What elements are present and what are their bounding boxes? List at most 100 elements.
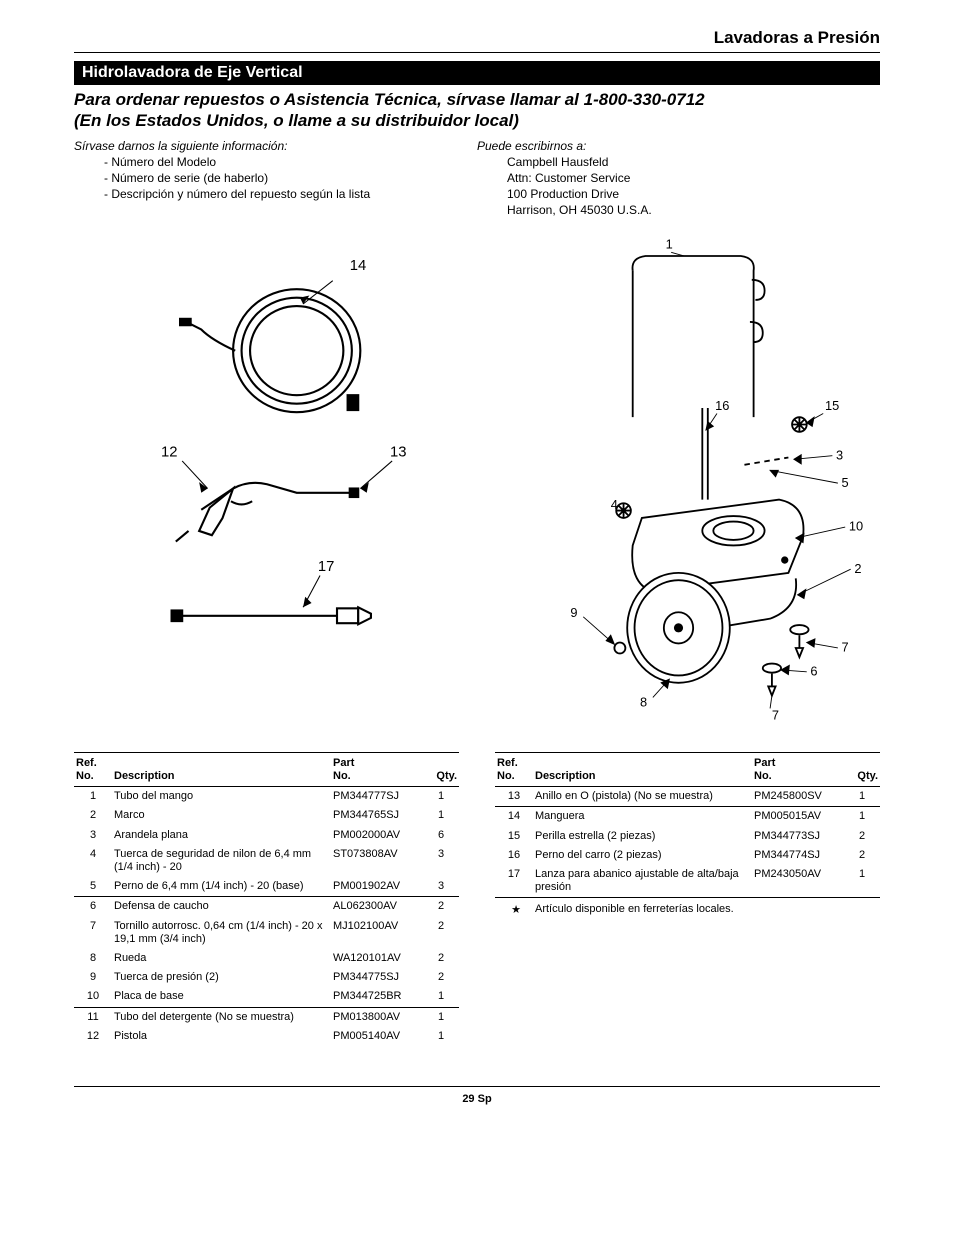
- ordering-line-1: Para ordenar repuestos o Asistencia Técn…: [74, 89, 880, 110]
- callout-8-label: 8: [640, 695, 647, 710]
- cell-ref: 5: [74, 877, 112, 897]
- info-right-item: Campbell Hausfeld: [507, 154, 880, 170]
- cell-ref: 14: [495, 807, 533, 827]
- cell-desc: Placa de base: [112, 987, 331, 1007]
- cell-ref: 16: [495, 846, 533, 865]
- cell-desc: Tuerca de seguridad de nilon de 6,4 mm (…: [112, 845, 331, 877]
- table-row: 6Defensa de cauchoAL062300AV2: [74, 897, 459, 917]
- cell-part: PM013800AV: [331, 1007, 423, 1027]
- cell-ref: 11: [74, 1007, 112, 1027]
- cell-ref: 3: [74, 826, 112, 845]
- footnote: ★ Artículo disponible en ferreterías loc…: [495, 898, 880, 920]
- info-right-column: Puede escribirnos a: Campbell Hausfeld A…: [477, 138, 880, 219]
- section-title-bar: Hidrolavadora de Eje Vertical: [74, 61, 880, 85]
- cell-qty: 1: [844, 865, 880, 898]
- footer-rule: [74, 1086, 880, 1087]
- info-left-item: - Descripción y número del repuesto segú…: [104, 186, 477, 202]
- info-columns: Sírvase darnos la siguiente información:…: [74, 138, 880, 219]
- cell-ref: 13: [495, 787, 533, 807]
- info-right-item: 100 Production Drive: [507, 186, 880, 202]
- cell-part: MJ102100AV: [331, 917, 423, 949]
- cell-desc: Pistola: [112, 1027, 331, 1046]
- callout-7-label: 7: [842, 640, 849, 655]
- table-row: 5Perno de 6,4 mm (1/4 inch) - 20 (base)P…: [74, 877, 459, 897]
- callout-13-label: 13: [390, 445, 407, 461]
- cell-desc: Manguera: [533, 807, 752, 827]
- callout-17-label: 17: [318, 560, 335, 576]
- info-right-lead: Puede escribirnos a:: [477, 138, 880, 154]
- cell-ref: 12: [74, 1027, 112, 1046]
- info-left-lead: Sírvase darnos la siguiente información:: [74, 138, 477, 154]
- cell-ref: 2: [74, 806, 112, 825]
- footnote-text: Artículo disponible en ferreterías local…: [535, 903, 734, 916]
- cell-ref: 10: [74, 987, 112, 1007]
- diagram-cart: 1 16 15 3 5 4: [477, 234, 880, 732]
- info-left-column: Sírvase darnos la siguiente información:…: [74, 138, 477, 219]
- callout-12-label: 12: [161, 445, 178, 461]
- parts-table-left: Ref. No. Description Part No. Qty. 1Tubo…: [74, 752, 459, 1046]
- ordering-line-2: (En los Estados Unidos, o llame a su dis…: [74, 110, 880, 131]
- manual-page: Lavadoras a Presión Hidrolavadora de Eje…: [0, 0, 954, 1235]
- cell-part: PM245800SV: [752, 787, 844, 807]
- cell-part: PM001902AV: [331, 877, 423, 897]
- cell-desc: Perilla estrella (2 piezas): [533, 827, 752, 846]
- parts-table-right: Ref. No. Description Part No. Qty. 13Ani…: [495, 752, 880, 898]
- table-row: 12PistolaPM005140AV1: [74, 1027, 459, 1046]
- parts-table-right-wrap: Ref. No. Description Part No. Qty. 13Ani…: [495, 752, 880, 1046]
- cell-qty: 1: [844, 807, 880, 827]
- cell-part: PM002000AV: [331, 826, 423, 845]
- cell-desc: Lanza para abanico ajustable de alta/baj…: [533, 865, 752, 898]
- cell-ref: 9: [74, 968, 112, 987]
- cell-part: AL062300AV: [331, 897, 423, 917]
- cell-part: PM243050AV: [752, 865, 844, 898]
- table-row: 11Tubo del detergente (No se muestra)PM0…: [74, 1007, 459, 1027]
- th-desc: Description: [533, 753, 752, 787]
- cell-part: ST073808AV: [331, 845, 423, 877]
- cell-ref: 17: [495, 865, 533, 898]
- table-row: 4Tuerca de seguridad de nilon de 6,4 mm …: [74, 845, 459, 877]
- cell-desc: Tubo del mango: [112, 787, 331, 807]
- cell-qty: 2: [423, 968, 459, 987]
- th-qty: Qty.: [423, 753, 459, 787]
- table-row: 10Placa de basePM344725BR1: [74, 987, 459, 1007]
- cell-ref: 7: [74, 917, 112, 949]
- table-row: 15Perilla estrella (2 piezas)PM344773SJ2: [495, 827, 880, 846]
- th-ref: Ref. No.: [74, 753, 112, 787]
- cell-ref: 1: [74, 787, 112, 807]
- info-right-item: Harrison, OH 45030 U.S.A.: [507, 202, 880, 218]
- parts-tables: Ref. No. Description Part No. Qty. 1Tubo…: [74, 752, 880, 1046]
- table-row: 7Tornillo autorrosc. 0,64 cm (1/4 inch) …: [74, 917, 459, 949]
- cell-qty: 1: [844, 787, 880, 807]
- cell-qty: 6: [423, 826, 459, 845]
- ordering-instructions: Para ordenar repuestos o Asistencia Técn…: [74, 89, 880, 132]
- th-qty: Qty.: [844, 753, 880, 787]
- cell-part: PM005015AV: [752, 807, 844, 827]
- callout-3-label: 3: [836, 448, 843, 463]
- cell-ref: 15: [495, 827, 533, 846]
- cart-svg: 1 16 15 3 5 4: [477, 234, 880, 729]
- cell-qty: 3: [423, 845, 459, 877]
- cell-desc: Marco: [112, 806, 331, 825]
- cell-qty: 1: [423, 1007, 459, 1027]
- info-left-item: - Número de serie (de haberlo): [104, 170, 477, 186]
- cell-part: PM344777SJ: [331, 787, 423, 807]
- header-rule: [74, 52, 880, 53]
- table-row: 16Perno del carro (2 piezas)PM344774SJ2: [495, 846, 880, 865]
- table-row: 2MarcoPM344765SJ1: [74, 806, 459, 825]
- cell-qty: 2: [423, 949, 459, 968]
- cell-desc: Tuerca de presión (2): [112, 968, 331, 987]
- accessories-svg: 14 12 13: [74, 234, 477, 648]
- table-row: 1Tubo del mangoPM344777SJ1: [74, 787, 459, 807]
- cell-qty: 1: [423, 787, 459, 807]
- callout-15-label: 15: [825, 398, 839, 413]
- cell-part: WA120101AV: [331, 949, 423, 968]
- cell-qty: 2: [423, 897, 459, 917]
- cell-part: PM005140AV: [331, 1027, 423, 1046]
- cell-qty: 1: [423, 806, 459, 825]
- cell-qty: 2: [844, 827, 880, 846]
- cell-part: PM344774SJ: [752, 846, 844, 865]
- callout-5-label: 5: [842, 475, 849, 490]
- cell-desc: Perno de 6,4 mm (1/4 inch) - 20 (base): [112, 877, 331, 897]
- callout-16-label: 16: [715, 398, 729, 413]
- cell-qty: 2: [844, 846, 880, 865]
